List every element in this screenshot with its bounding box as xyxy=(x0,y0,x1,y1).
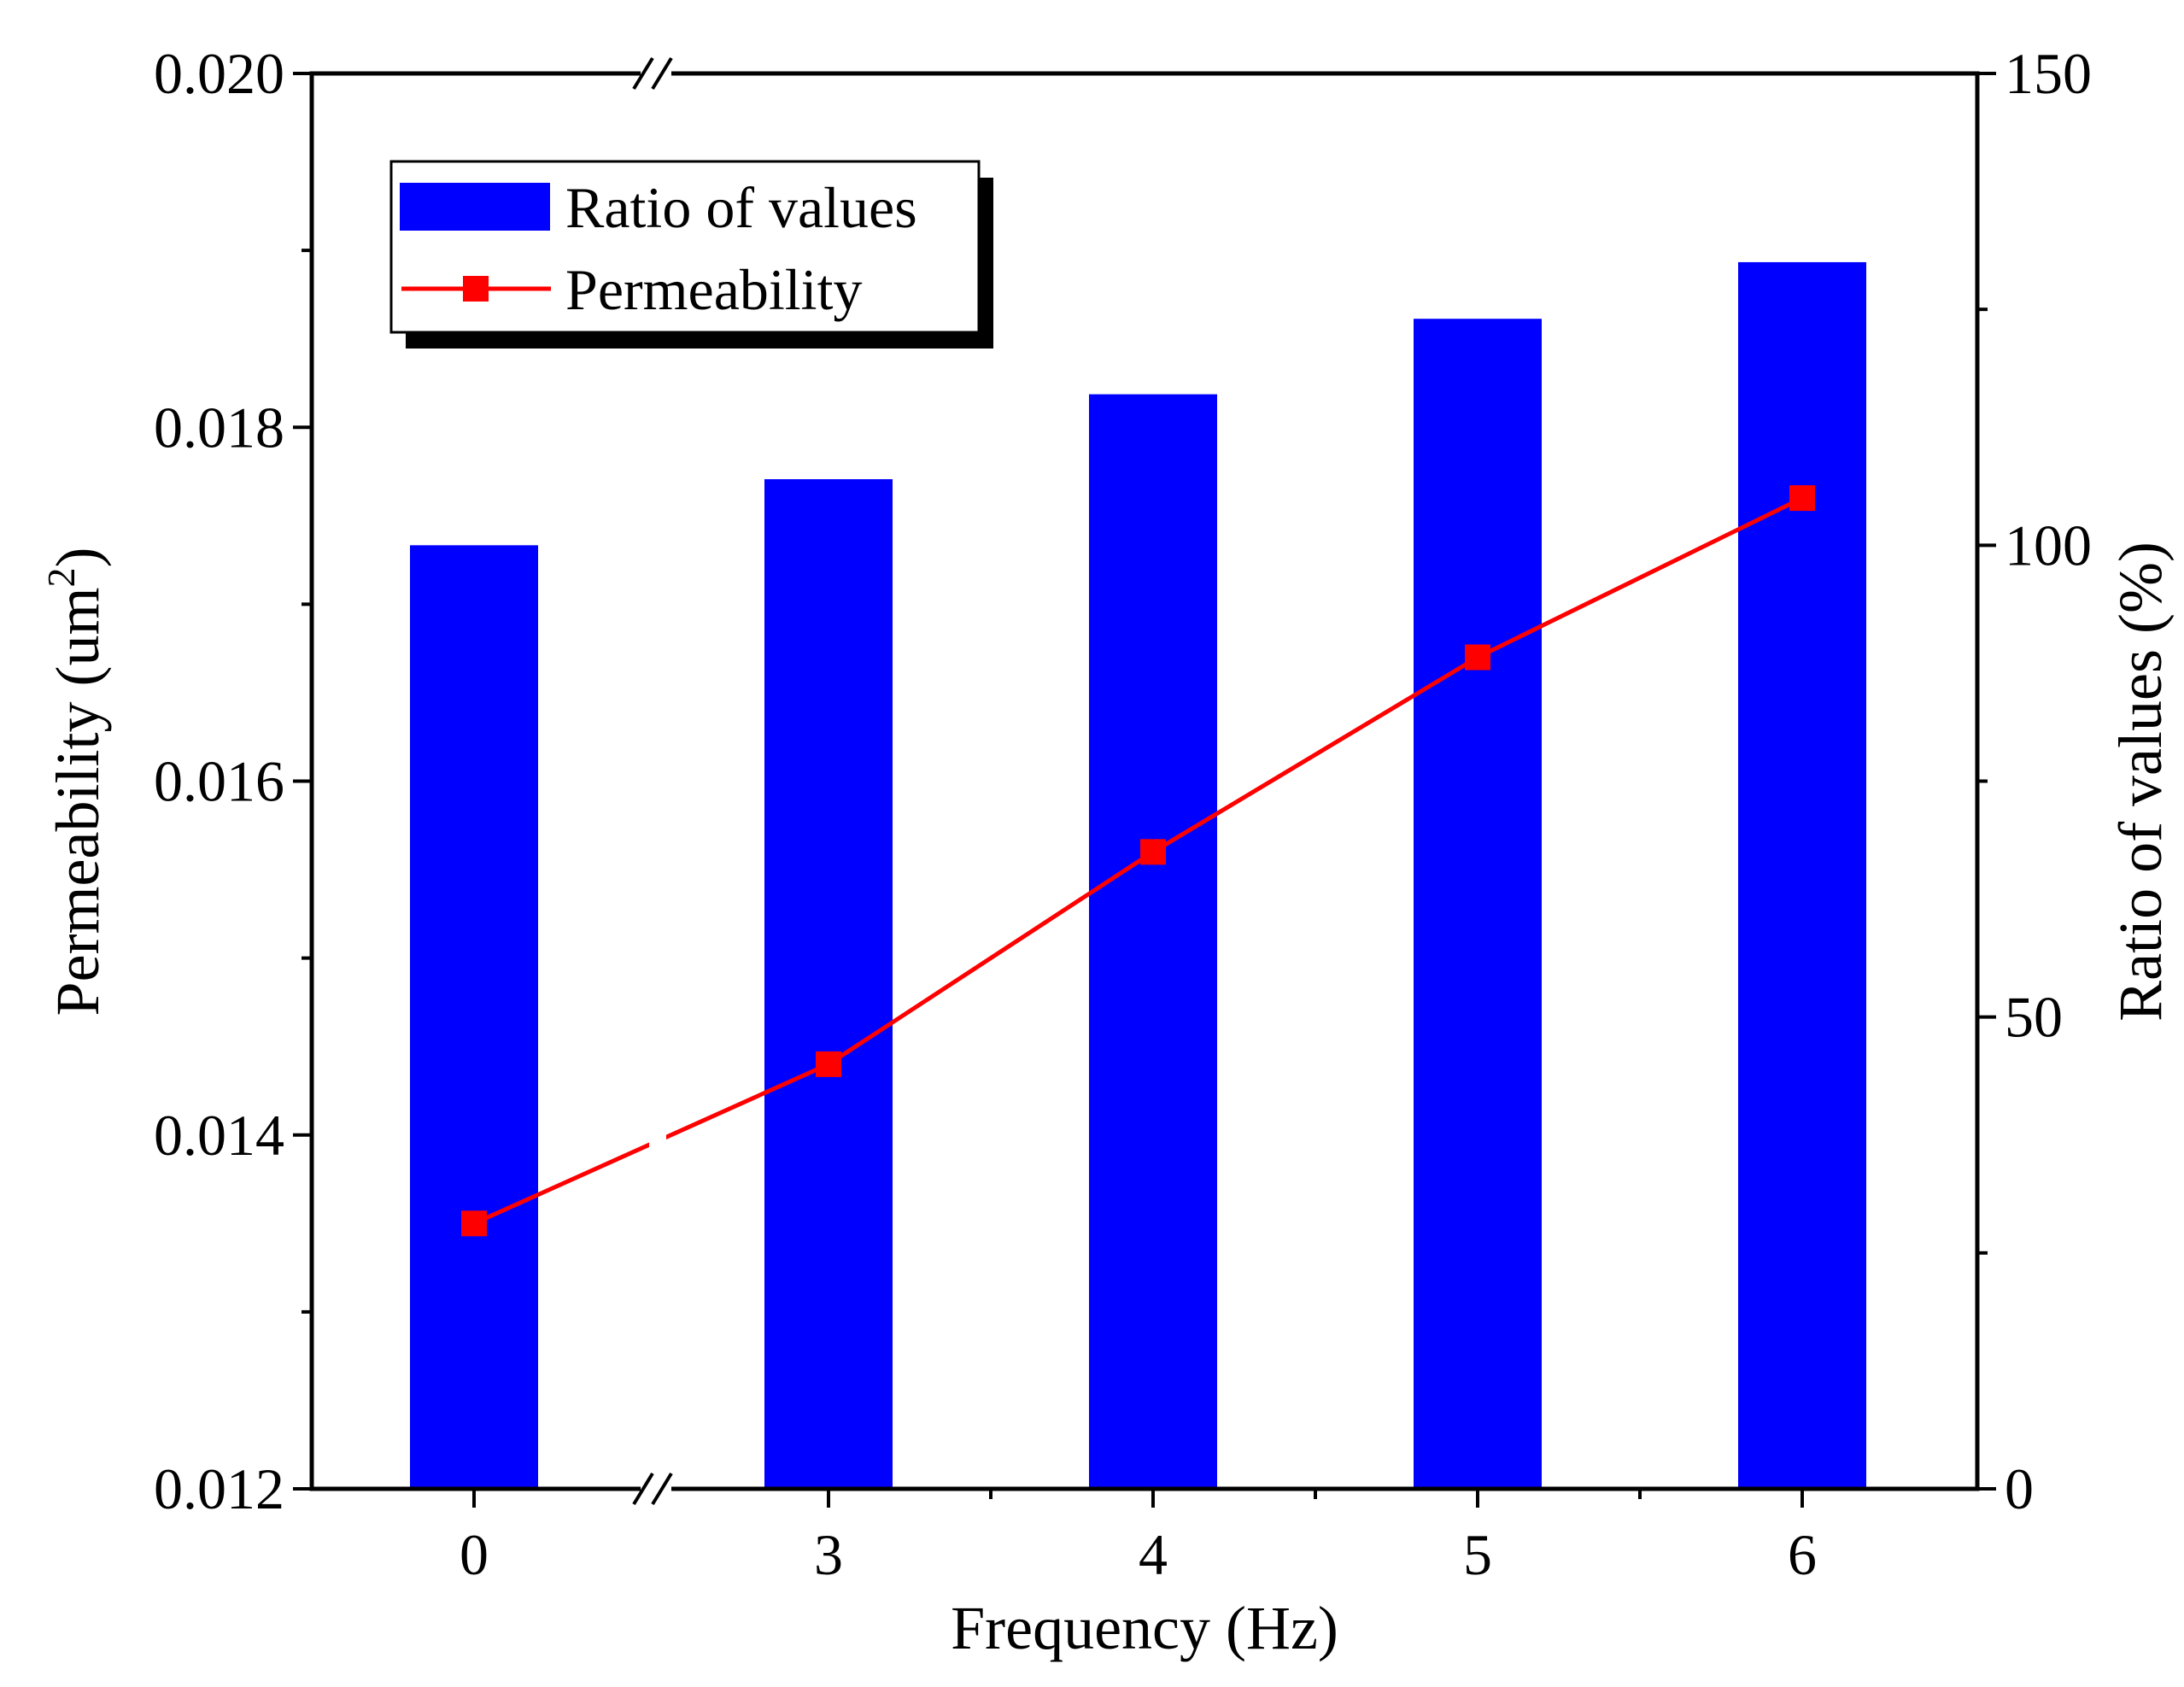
axis-break-slash-b xyxy=(651,1472,673,1506)
x-axis-ticks: 0 3 4 5 6 xyxy=(460,1489,1817,1587)
permeability-point-6 xyxy=(1789,485,1815,512)
x-tick-label-6: 6 xyxy=(1788,1522,1817,1587)
axis-break-slash-a xyxy=(632,56,654,91)
left-tick-label: 0.014 xyxy=(154,1103,284,1168)
x-tick-label-4: 4 xyxy=(1139,1522,1168,1587)
legend-swatch-marker xyxy=(463,276,489,302)
legend-swatch-bar xyxy=(400,183,550,231)
line-series-permeability xyxy=(461,485,1815,1237)
left-tick-label: 0.018 xyxy=(154,395,284,460)
bar-3 xyxy=(764,479,893,1490)
right-axis-ticks: 0 50 100 150 xyxy=(1977,41,2092,1521)
x-tick-label-3: 3 xyxy=(814,1522,843,1587)
permeability-point-0 xyxy=(461,1210,487,1237)
legend-label-ratio: Ratio of values xyxy=(565,175,917,240)
legend-label-permeability: Permeability xyxy=(565,257,862,322)
line-break-gap xyxy=(649,1123,666,1158)
right-tick-label: 50 xyxy=(2005,985,2063,1050)
left-tick-label: 0.012 xyxy=(154,1456,284,1521)
right-axis-title: Ratio of values (%) xyxy=(2106,542,2175,1022)
axis-break-slash-b xyxy=(651,56,673,91)
bar-4 xyxy=(1089,394,1217,1489)
bar-0 xyxy=(410,545,538,1490)
permeability-point-3 xyxy=(816,1051,841,1077)
bar-series-ratio xyxy=(410,261,1866,1490)
x-tick-label-0: 0 xyxy=(460,1522,489,1587)
x-tick-label-5: 5 xyxy=(1463,1522,1492,1587)
left-tick-label: 0.020 xyxy=(154,41,284,106)
left-axis-title: Permeability (um2) xyxy=(39,548,112,1016)
right-tick-label: 100 xyxy=(2005,513,2092,577)
x-axis-title: Frequency (Hz) xyxy=(951,1594,1338,1662)
left-axis-ticks: 0.012 0.014 0.016 0.018 0.020 xyxy=(154,41,312,1521)
right-tick-label: 0 xyxy=(2005,1456,2034,1521)
permeability-point-4 xyxy=(1140,839,1166,865)
bar-6 xyxy=(1738,261,1866,1489)
axis-break-slash-a xyxy=(632,1472,654,1506)
left-tick-label: 0.016 xyxy=(154,749,284,814)
legend: Ratio of values Permeability xyxy=(389,160,993,349)
axis-breaks xyxy=(632,56,673,1506)
permeability-point-5 xyxy=(1465,644,1490,671)
bar-5 xyxy=(1414,319,1542,1489)
right-tick-label: 150 xyxy=(2005,41,2092,106)
